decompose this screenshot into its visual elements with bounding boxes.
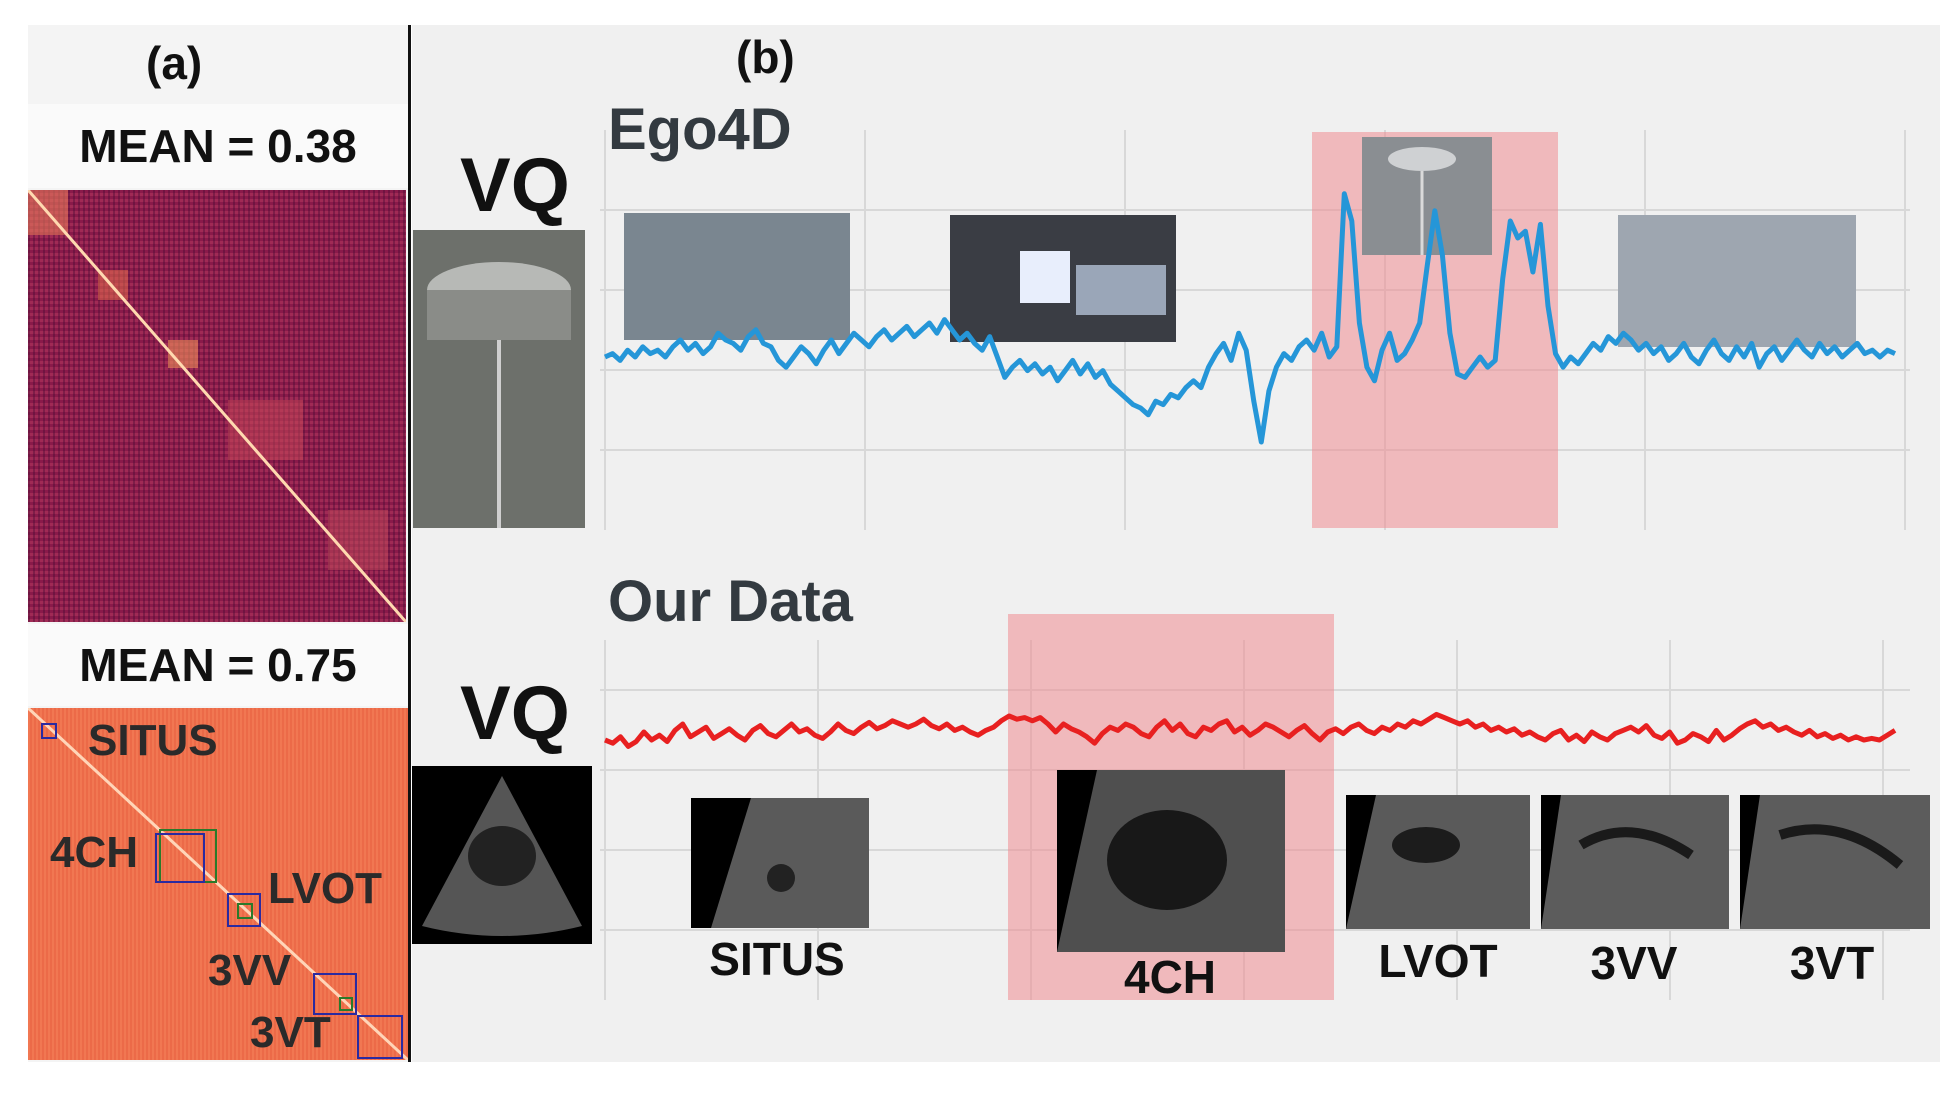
situs-heatmap-label: SITUS — [88, 716, 218, 765]
our-data-section-title: Our Data — [608, 569, 853, 634]
our-data-similarity-heatmap: SITUS 4CH LVOT 3VV 3VT — [28, 708, 408, 1060]
ego-frame-hallway-thumbnail — [1618, 215, 1856, 347]
ego-query-image — [413, 230, 585, 528]
4ch-heatmap-label: 4CH — [50, 828, 139, 877]
4ch-ultrasound-thumbnail — [1057, 770, 1285, 952]
ours-vq-label: VQ — [460, 671, 570, 756]
ego-activation-line — [603, 191, 1897, 445]
ours-activation-line — [604, 711, 1897, 749]
top-mean-label: MEAN = 0.38 — [28, 104, 408, 188]
ours-query-ultrasound — [412, 766, 592, 944]
panel-a-title: (a) — [146, 37, 203, 89]
ego-frame-lamp-thumbnail — [950, 215, 1176, 342]
ego-similarity-heatmap — [28, 190, 406, 622]
situs-plane-label: SITUS — [709, 933, 845, 985]
3vt-ultrasound-thumbnail — [1740, 795, 1930, 929]
lvot-heatmap-label: LVOT — [268, 864, 383, 913]
3vt-plane-label: 3VT — [1789, 937, 1875, 989]
ego4d-section-title: Ego4D — [608, 97, 792, 162]
ego-vq-label: VQ — [460, 143, 570, 228]
lvot-plane-label: LVOT — [1378, 935, 1498, 987]
3vv-heatmap-label: 3VV — [208, 946, 292, 995]
situs-ultrasound-thumbnail — [691, 798, 869, 928]
3vv-plane-label: 3VV — [1590, 937, 1678, 989]
3vt-heatmap-label: 3VT — [250, 1008, 331, 1057]
panel-divider — [408, 25, 411, 1062]
panel-b-title: (b) — [736, 31, 795, 83]
4ch-plane-label: 4CH — [1123, 951, 1217, 1003]
lvot-ultrasound-thumbnail — [1346, 795, 1530, 929]
bottom-mean-label: MEAN = 0.75 — [28, 624, 408, 706]
ego-frame-drum-thumbnail — [1362, 137, 1492, 255]
ego-frame-room-thumbnail — [624, 213, 850, 340]
3vv-ultrasound-thumbnail — [1541, 795, 1729, 929]
